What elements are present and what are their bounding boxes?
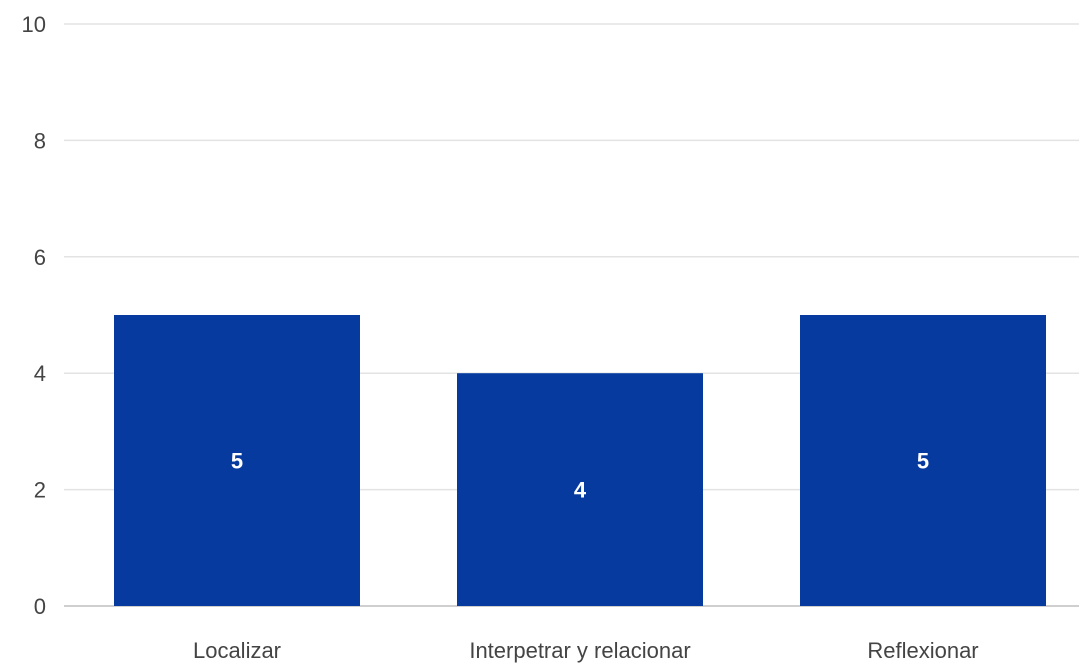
y-tick-label: 0 xyxy=(34,594,46,619)
y-tick-label: 10 xyxy=(22,12,46,37)
y-tick-label: 2 xyxy=(34,478,46,503)
data-label: 5 xyxy=(231,449,243,474)
bars: 5 4 5 xyxy=(114,315,1046,606)
y-tick-label: 6 xyxy=(34,245,46,270)
y-tick-label: 8 xyxy=(34,128,46,153)
bar-3[interactable] xyxy=(800,315,1046,606)
x-category-label: Localizar xyxy=(193,638,281,663)
data-label: 5 xyxy=(917,449,929,474)
bar-1[interactable] xyxy=(114,315,360,606)
x-axis: Localizar Interpetrar y relacionar Reflexi… xyxy=(193,638,979,663)
x-category-label: Interpetrar y relacionar xyxy=(469,638,690,663)
y-tick-label: 4 xyxy=(34,361,46,386)
data-label: 4 xyxy=(574,478,587,503)
x-category-label: Reflexionar xyxy=(867,638,978,663)
y-axis: 0 2 4 6 8 10 xyxy=(22,12,46,619)
bar-2[interactable] xyxy=(457,373,703,606)
